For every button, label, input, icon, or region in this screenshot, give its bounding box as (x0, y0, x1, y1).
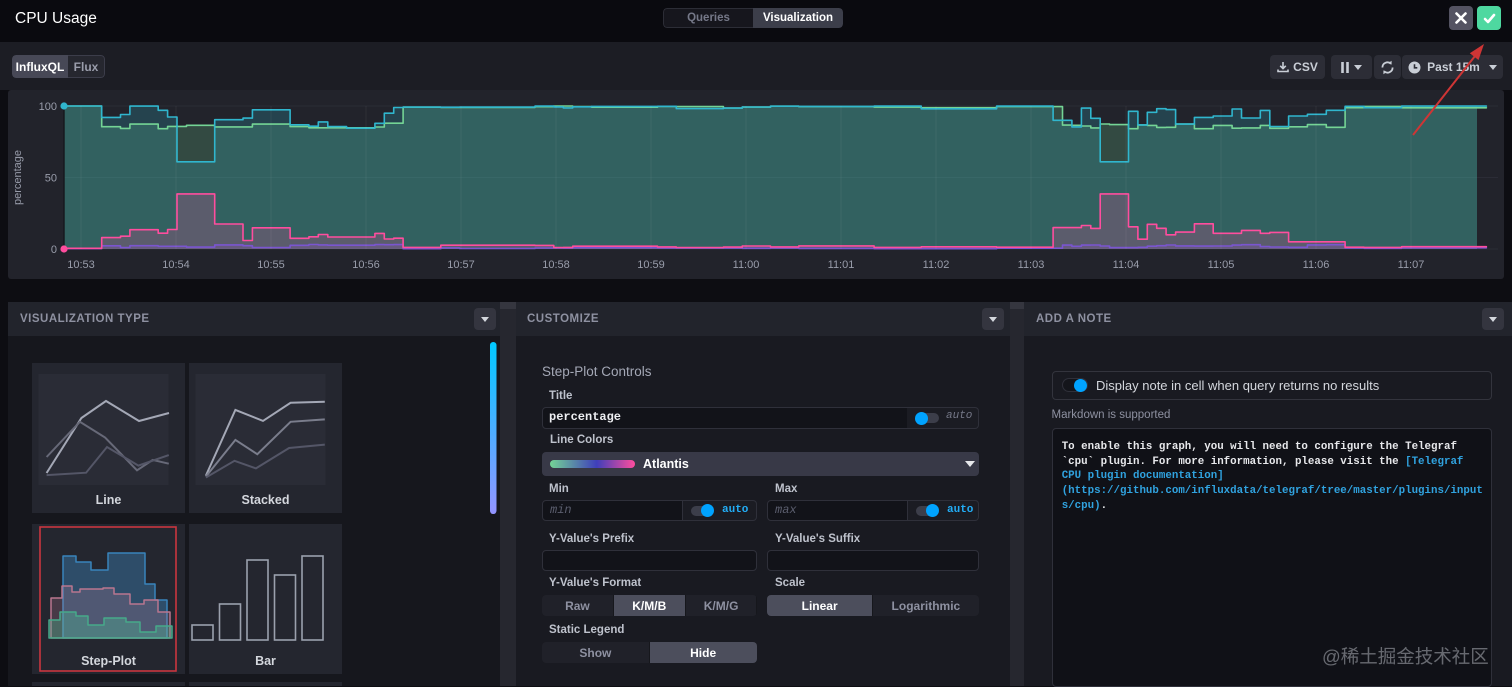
svg-text:Stacked: Stacked (242, 493, 290, 507)
svg-text:11:03: 11:03 (1018, 259, 1045, 271)
svg-text:10:55: 10:55 (257, 259, 285, 271)
svg-text:11:07: 11:07 (1398, 259, 1425, 271)
svg-text:10:59: 10:59 (637, 259, 665, 271)
svg-text:11:06: 11:06 (1303, 259, 1330, 271)
svg-text:Line: Line (96, 493, 122, 507)
svg-text:10:54: 10:54 (162, 259, 190, 271)
svg-text:percentage: percentage (12, 150, 24, 205)
svg-text:11:01: 11:01 (828, 259, 855, 271)
svg-text:50: 50 (45, 173, 57, 185)
svg-text:10:57: 10:57 (447, 259, 475, 271)
svg-text:10:58: 10:58 (542, 259, 570, 271)
svg-text:Step-Plot: Step-Plot (81, 654, 137, 668)
svg-text:0: 0 (51, 244, 57, 256)
svg-text:11:05: 11:05 (1208, 259, 1235, 271)
svg-text:10:56: 10:56 (352, 259, 380, 271)
svg-text:100: 100 (39, 101, 57, 113)
svg-text:11:00: 11:00 (733, 259, 760, 271)
svg-text:Bar: Bar (255, 654, 276, 668)
svg-text:11:02: 11:02 (923, 259, 950, 271)
svg-text:10:53: 10:53 (67, 259, 95, 271)
svg-text:11:04: 11:04 (1113, 259, 1140, 271)
